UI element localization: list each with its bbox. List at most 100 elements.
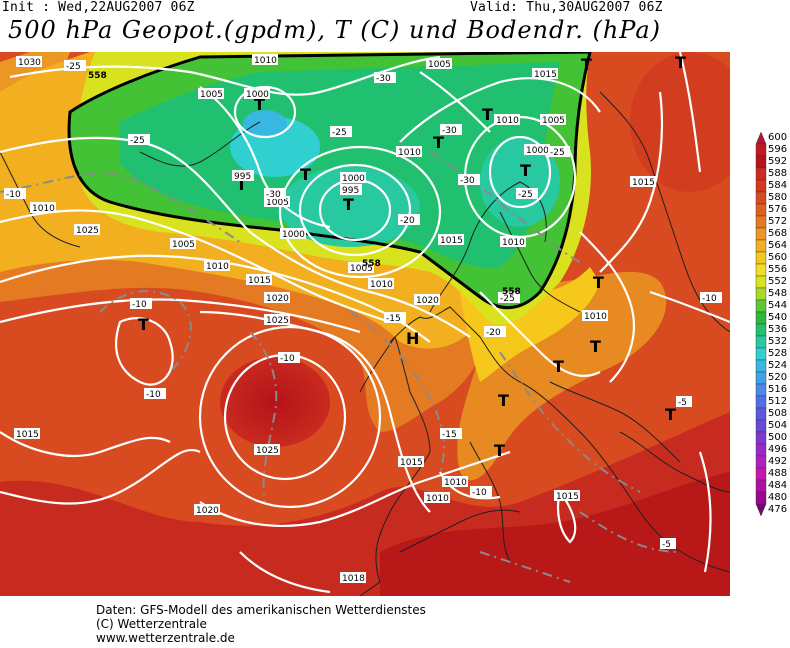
svg-text:-30: -30 <box>460 176 475 186</box>
svg-text:1010: 1010 <box>496 116 519 126</box>
low-center: T <box>498 391 509 410</box>
legend-swatch <box>755 251 767 265</box>
height-field-high-center <box>220 357 330 447</box>
legend-swatch <box>755 263 767 277</box>
isobar-labels: 1030 1010 1005 1000 1005 1015 1010 1005 … <box>14 54 656 584</box>
svg-text:1010: 1010 <box>502 238 525 248</box>
svg-text:1005: 1005 <box>542 116 565 126</box>
legend-swatch <box>755 287 767 301</box>
legend-swatch <box>755 479 767 493</box>
legend-label: 596 <box>768 144 788 155</box>
legend-swatch <box>755 383 767 397</box>
legend-label: 540 <box>768 312 788 323</box>
legend-label: 528 <box>768 348 788 359</box>
height-field-524 <box>243 110 287 138</box>
legend-label: 576 <box>768 204 788 215</box>
legend-label: 508 <box>768 408 788 419</box>
height-field-northeast <box>630 52 730 192</box>
svg-text:1015: 1015 <box>556 492 579 502</box>
init-time: Init : Wed,22AUG2007 06Z <box>2 0 195 15</box>
legend-swatch <box>755 143 767 157</box>
legend-swatch <box>755 419 767 433</box>
svg-text:-25: -25 <box>500 294 515 304</box>
svg-text:1015: 1015 <box>440 236 463 246</box>
legend-label: 492 <box>768 456 788 467</box>
svg-text:-25: -25 <box>518 190 533 200</box>
legend-swatch <box>755 275 767 289</box>
svg-text:995: 995 <box>234 172 251 182</box>
svg-text:-20: -20 <box>400 216 415 226</box>
legend-label: 568 <box>768 228 788 239</box>
svg-text:1005: 1005 <box>266 198 289 208</box>
legend-label: 548 <box>768 288 788 299</box>
map-canvas: T T T T T T T T T T T T T T T T H 1030 1… <box>0 52 730 596</box>
svg-text:1025: 1025 <box>256 446 279 456</box>
svg-text:1000: 1000 <box>246 90 269 100</box>
svg-text:-25: -25 <box>550 148 565 158</box>
height-field-564 <box>0 52 474 349</box>
svg-text:-25: -25 <box>332 128 347 138</box>
legend-swatch <box>755 335 767 349</box>
svg-text:1020: 1020 <box>266 294 289 304</box>
low-center: T <box>581 55 592 74</box>
low-center: T <box>236 175 247 194</box>
svg-text:1010: 1010 <box>206 262 229 272</box>
legend-label: 484 <box>768 480 788 491</box>
pressure-centers: T T T T T T T T T T T T T T T T H <box>138 53 686 460</box>
low-center: T <box>494 441 505 460</box>
svg-text:558: 558 <box>502 287 521 297</box>
low-center: T <box>665 405 676 424</box>
svg-text:-10: -10 <box>132 300 147 310</box>
footer-source: Daten: GFS-Modell des amerikanischen Wet… <box>96 603 426 617</box>
svg-text:-20: -20 <box>486 328 501 338</box>
legend-label: 584 <box>768 180 788 191</box>
svg-text:1025: 1025 <box>266 316 289 326</box>
svg-text:-30: -30 <box>376 74 391 84</box>
footer-url[interactable]: www.wetterzentrale.de <box>96 631 235 645</box>
svg-text:1010: 1010 <box>426 494 449 504</box>
low-center: T <box>553 357 564 376</box>
legend-label: 504 <box>768 420 788 431</box>
svg-text:1005: 1005 <box>200 90 223 100</box>
legend-label: 544 <box>768 300 788 311</box>
svg-text:1005: 1005 <box>350 264 373 274</box>
legend-label: 512 <box>768 396 788 407</box>
low-center: T <box>590 337 601 356</box>
svg-text:1010: 1010 <box>444 478 467 488</box>
low-center: T <box>300 165 311 184</box>
temperature-labels: -25 -30 -25 -25 -30 -25 -30 -30 -25 -20 … <box>4 60 722 550</box>
svg-text:1010: 1010 <box>584 312 607 322</box>
footer-copyright: (C) Wetterzentrale <box>96 617 207 631</box>
legend-label: 516 <box>768 384 788 395</box>
low-center: T <box>482 105 493 124</box>
height-field-592 <box>380 472 730 596</box>
legend-swatch <box>755 407 767 421</box>
legend-label: 580 <box>768 192 788 203</box>
svg-text:995: 995 <box>342 186 359 196</box>
svg-text:1010: 1010 <box>32 204 55 214</box>
legend-swatch <box>755 323 767 337</box>
legend-swatch <box>755 503 767 517</box>
svg-text:558: 558 <box>88 71 107 81</box>
legend-swatch <box>755 227 767 241</box>
svg-text:-25: -25 <box>130 136 145 146</box>
legend-swatch <box>755 395 767 409</box>
weather-map: T T T T T T T T T T T T T T T T H 1030 1… <box>0 52 730 596</box>
svg-text:1000: 1000 <box>282 230 305 240</box>
isotherms <box>0 151 681 583</box>
svg-text:1010: 1010 <box>370 280 393 290</box>
legend-bar <box>755 132 767 517</box>
svg-text:1000: 1000 <box>342 174 365 184</box>
footer: Daten: GFS-Modell des amerikanischen Wet… <box>96 603 426 645</box>
height-labels: 558 558 558 <box>88 71 521 297</box>
legend-label: 496 <box>768 444 788 455</box>
legend-label: 560 <box>768 252 788 263</box>
svg-text:-25: -25 <box>66 62 81 72</box>
svg-text:-15: -15 <box>386 314 401 324</box>
legend-swatch <box>755 467 767 481</box>
legend-swatch <box>755 132 767 145</box>
svg-text:1025: 1025 <box>76 226 99 236</box>
legend-swatch <box>755 311 767 325</box>
high-center: H <box>406 329 419 348</box>
legend-label: 536 <box>768 324 788 335</box>
